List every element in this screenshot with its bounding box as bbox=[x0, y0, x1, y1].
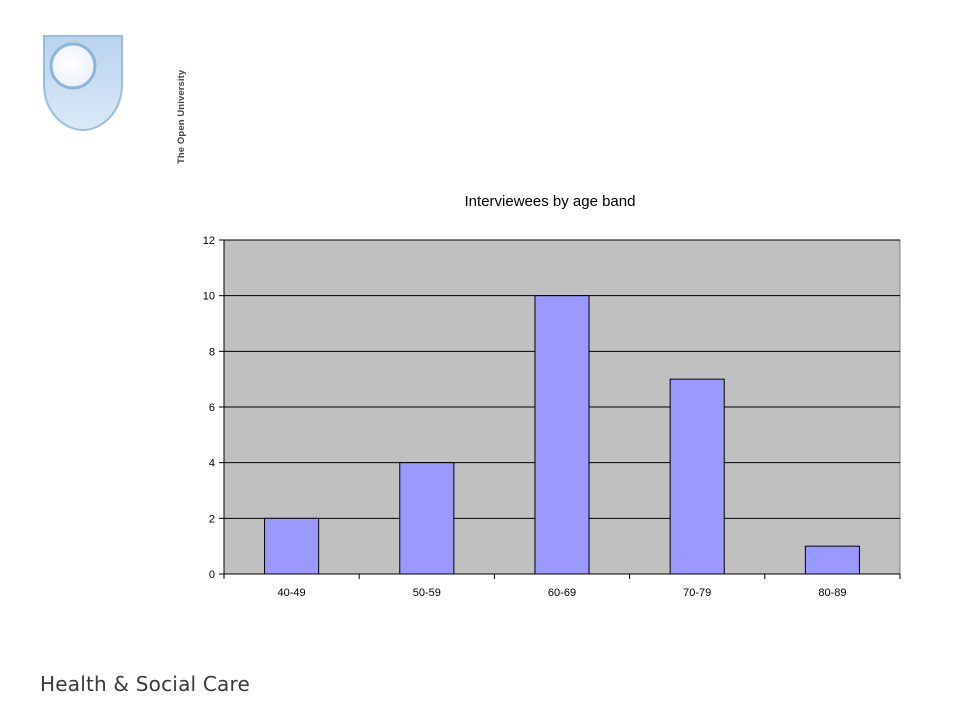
y-tick-label: 12 bbox=[203, 235, 215, 247]
bar bbox=[669, 378, 725, 575]
x-tick-label: 40-49 bbox=[278, 587, 306, 599]
x-tick-label: 50-59 bbox=[413, 587, 441, 599]
open-university-logo: The Open University bbox=[40, 32, 187, 164]
y-tick-label: 2 bbox=[209, 513, 215, 525]
y-tick-label: 4 bbox=[209, 458, 215, 470]
y-tick-label: 0 bbox=[209, 569, 215, 581]
y-tick-label: 6 bbox=[209, 402, 215, 414]
footer-title: Health & Social Care bbox=[40, 672, 250, 696]
logo-text: The Open University bbox=[176, 69, 187, 164]
shield-logo-icon bbox=[43, 35, 123, 132]
bar bbox=[804, 545, 860, 575]
bar bbox=[264, 517, 320, 575]
bar-chart: Interviewees by age band 0 2 4 6 8 10 12 40-49 5… bbox=[180, 180, 920, 610]
x-tick-label: 70-79 bbox=[683, 587, 711, 599]
y-tick-label: 8 bbox=[209, 346, 215, 358]
x-tick-label: 80-89 bbox=[818, 587, 846, 599]
bar bbox=[399, 462, 455, 575]
x-tick-label: 60-69 bbox=[548, 587, 576, 599]
chart-title: Interviewees by age band bbox=[465, 193, 636, 210]
chart-svg: Interviewees by age band 0 2 4 6 8 10 12 40-49 5… bbox=[203, 193, 901, 599]
y-tick-label: 10 bbox=[203, 291, 215, 303]
bar bbox=[534, 295, 590, 575]
